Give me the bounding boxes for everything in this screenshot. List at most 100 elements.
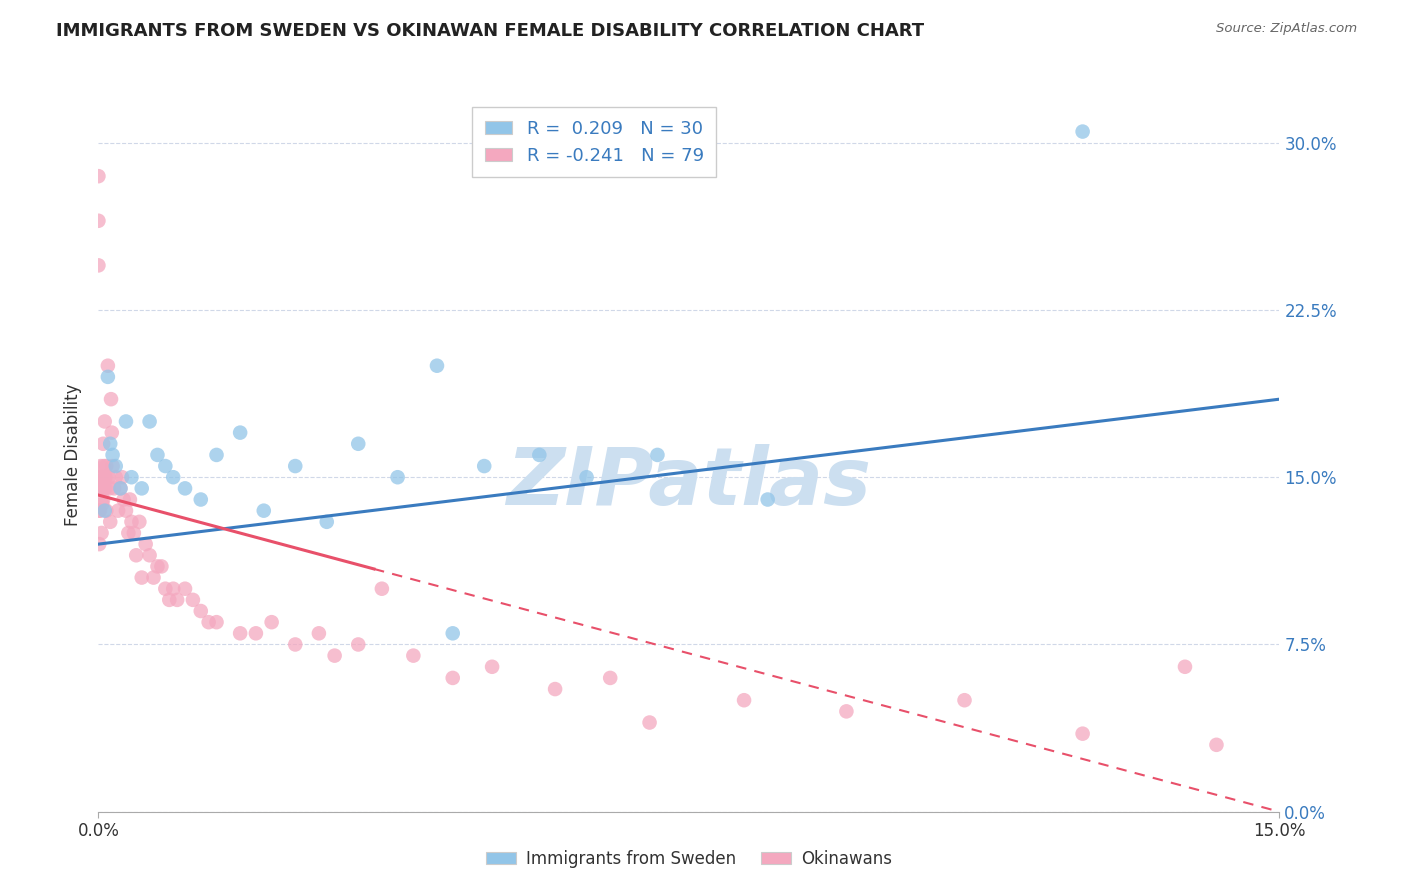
Point bbox=[98, 482, 121, 496]
Point bbox=[146, 448, 169, 462]
Point bbox=[166, 592, 188, 607]
Point bbox=[229, 626, 252, 640]
Point bbox=[115, 414, 138, 429]
Point bbox=[441, 671, 464, 685]
Point bbox=[544, 681, 567, 696]
Point bbox=[131, 482, 153, 496]
Point bbox=[93, 470, 115, 484]
Point bbox=[131, 571, 153, 585]
Point bbox=[253, 503, 276, 517]
Point bbox=[308, 626, 330, 640]
Point bbox=[245, 626, 267, 640]
Point bbox=[575, 470, 598, 484]
Point bbox=[125, 548, 148, 563]
Point bbox=[93, 503, 115, 517]
Point bbox=[638, 715, 661, 730]
Point bbox=[190, 604, 212, 618]
Point bbox=[174, 482, 197, 496]
Point bbox=[117, 526, 139, 541]
Point bbox=[89, 503, 111, 517]
Point bbox=[135, 537, 157, 551]
Point bbox=[146, 559, 169, 574]
Point bbox=[647, 448, 669, 462]
Point bbox=[174, 582, 197, 596]
Point bbox=[121, 515, 143, 529]
Point bbox=[90, 482, 112, 496]
Point bbox=[93, 414, 115, 429]
Point bbox=[89, 503, 111, 517]
Point bbox=[101, 425, 124, 440]
Point bbox=[371, 582, 394, 596]
Point bbox=[756, 492, 779, 507]
Point bbox=[94, 470, 117, 484]
Point bbox=[100, 392, 122, 407]
Point bbox=[347, 437, 370, 451]
Point bbox=[122, 526, 145, 541]
Point bbox=[835, 705, 858, 719]
Point bbox=[529, 448, 551, 462]
Point bbox=[107, 503, 129, 517]
Point bbox=[128, 515, 150, 529]
Point bbox=[155, 582, 177, 596]
Point bbox=[97, 359, 120, 373]
Point bbox=[472, 458, 495, 473]
Point bbox=[89, 470, 111, 484]
Point bbox=[387, 470, 409, 484]
Point bbox=[101, 448, 124, 462]
Point bbox=[87, 169, 110, 184]
Point bbox=[162, 582, 184, 596]
Point bbox=[138, 414, 160, 429]
Point bbox=[733, 693, 755, 707]
Point bbox=[1071, 726, 1094, 740]
Point bbox=[89, 482, 111, 496]
Point bbox=[87, 259, 110, 273]
Point bbox=[93, 458, 115, 473]
Point bbox=[98, 515, 121, 529]
Point bbox=[90, 482, 112, 496]
Point bbox=[94, 482, 117, 496]
Point bbox=[91, 497, 114, 511]
Point bbox=[1174, 660, 1197, 674]
Text: IMMIGRANTS FROM SWEDEN VS OKINAWAN FEMALE DISABILITY CORRELATION CHART: IMMIGRANTS FROM SWEDEN VS OKINAWAN FEMAL… bbox=[56, 22, 924, 40]
Point bbox=[118, 492, 141, 507]
Point bbox=[441, 626, 464, 640]
Point bbox=[315, 515, 337, 529]
Point bbox=[91, 492, 114, 507]
Point bbox=[138, 548, 160, 563]
Point bbox=[87, 213, 110, 227]
Point bbox=[104, 470, 127, 484]
Point bbox=[599, 671, 621, 685]
Point bbox=[90, 526, 112, 541]
Point bbox=[162, 470, 184, 484]
Point bbox=[101, 458, 124, 473]
Point bbox=[155, 458, 177, 473]
Point bbox=[347, 637, 370, 651]
Point bbox=[157, 592, 180, 607]
Point bbox=[98, 437, 121, 451]
Point bbox=[91, 437, 114, 451]
Point bbox=[115, 503, 138, 517]
Point bbox=[205, 448, 228, 462]
Text: Source: ZipAtlas.com: Source: ZipAtlas.com bbox=[1216, 22, 1357, 36]
Point bbox=[91, 470, 114, 484]
Point bbox=[93, 482, 115, 496]
Point bbox=[96, 458, 118, 473]
Point bbox=[1071, 125, 1094, 139]
Point bbox=[121, 470, 143, 484]
Point bbox=[260, 615, 283, 630]
Point bbox=[110, 482, 132, 496]
Point bbox=[97, 470, 120, 484]
Point bbox=[104, 458, 127, 473]
Legend: Immigrants from Sweden, Okinawans: Immigrants from Sweden, Okinawans bbox=[479, 844, 898, 875]
Point bbox=[112, 492, 135, 507]
Point bbox=[197, 615, 219, 630]
Point bbox=[89, 537, 111, 551]
Point bbox=[96, 503, 118, 517]
Point bbox=[1205, 738, 1227, 752]
Point bbox=[110, 482, 132, 496]
Point bbox=[481, 660, 503, 674]
Point bbox=[323, 648, 346, 663]
Point bbox=[284, 637, 307, 651]
Point bbox=[142, 571, 165, 585]
Point bbox=[97, 369, 120, 384]
